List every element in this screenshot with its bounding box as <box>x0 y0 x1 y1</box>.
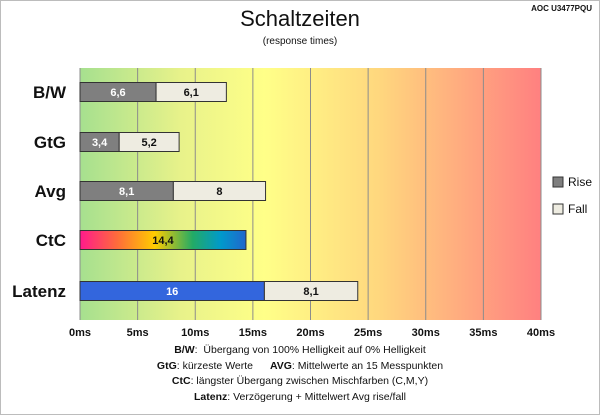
note-key: GtG <box>156 359 177 372</box>
chart-title: Schaltzeiten <box>240 6 360 31</box>
category-label: CtC <box>36 231 66 250</box>
note-key: B/W <box>174 344 195 356</box>
value-label: 6,1 <box>184 87 199 99</box>
value-label: 8,1 <box>303 286 318 298</box>
category-label: GtG <box>34 133 66 152</box>
legend-swatch <box>552 203 564 215</box>
note-text: Übergang von 100% Helligkeit auf 0% Hell… <box>203 344 426 356</box>
note-key: CtC <box>171 375 191 387</box>
x-tick-label: 15ms <box>239 327 267 339</box>
legend-label: Fall <box>568 202 587 216</box>
gridlines <box>79 68 542 320</box>
x-tick-labels: 0ms 5ms 10ms 15ms 20ms 25ms 30ms 35ms 40ms <box>69 327 555 339</box>
category-labels: B/W GtG Avg CtC Latenz <box>12 83 67 301</box>
monitor-model-label: AOC U3477PQU <box>531 4 592 13</box>
x-tick-label: 30ms <box>412 327 440 339</box>
note-key: Latenz <box>194 390 228 403</box>
value-label: 8 <box>216 186 222 198</box>
bar-fall <box>118 132 180 152</box>
x-tick-label: 20ms <box>296 327 324 339</box>
note-line-gtg: GtG: kürzeste Werte AVG: Mittelwerte an … <box>156 359 444 372</box>
bar-fall <box>155 82 227 102</box>
x-tick-label: 5ms <box>127 327 149 339</box>
note-key: AVG <box>269 359 292 372</box>
x-tick-label: 10ms <box>181 327 209 339</box>
chart-notes: B/W: Übergang von 100% Helligkeit auf 0%… <box>0 343 600 405</box>
category-label: Avg <box>35 182 67 201</box>
note-text: Mittelwerte an 15 Messpunkten <box>297 359 444 372</box>
note-text: kürzeste Werte <box>182 359 254 372</box>
value-label: 5,2 <box>142 137 157 149</box>
value-label: 16 <box>166 286 178 298</box>
value-label: 6,6 <box>110 87 125 99</box>
category-label: B/W <box>33 83 67 102</box>
value-label: 8,1 <box>119 186 134 198</box>
note-text: Verzögerung + Mittelwert Avg rise/fall <box>233 390 406 403</box>
note-line-bw: B/W: Übergang von 100% Helligkeit auf 0%… <box>174 344 426 356</box>
x-tick-label: 0ms <box>69 327 91 339</box>
x-tick-label: 35ms <box>469 327 497 339</box>
value-label: 14,4 <box>152 235 174 247</box>
bars: 6,6 6,1 3,4 5,2 8,1 8 14,4 16 8,1 <box>79 82 359 301</box>
legend-swatch <box>552 176 564 188</box>
category-label: Latenz <box>12 282 66 301</box>
legend: Rise Fall <box>552 175 592 216</box>
chart-subtitle: (response times) <box>262 36 338 47</box>
bar-fall <box>263 281 359 301</box>
legend-label: Rise <box>568 175 592 189</box>
x-tick-label: 40ms <box>527 327 555 339</box>
bar-ctc <box>79 230 247 250</box>
note-line-latenz: Latenz: Verzögerung + Mittelwert Avg ris… <box>194 390 406 403</box>
note-line-ctc: CtC: längster Übergang zwischen Mischfar… <box>171 375 429 387</box>
x-tick-label: 25ms <box>354 327 382 339</box>
note-text: längster Übergang zwischen Mischfarben (… <box>196 375 429 387</box>
bar-fall <box>172 181 267 201</box>
value-label: 3,4 <box>92 137 108 149</box>
